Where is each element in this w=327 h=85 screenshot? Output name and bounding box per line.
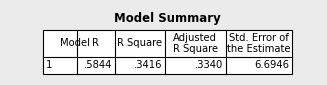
Text: Model Summary: Model Summary xyxy=(114,12,221,25)
Text: .3340: .3340 xyxy=(195,60,223,70)
Text: .5844: .5844 xyxy=(84,60,112,70)
Text: 6.6946: 6.6946 xyxy=(254,60,289,70)
Bar xyxy=(43,30,292,74)
Text: Adjusted
R Square: Adjusted R Square xyxy=(173,33,218,54)
Text: R: R xyxy=(93,38,99,48)
Text: 1: 1 xyxy=(46,60,52,70)
Text: Std. Error of
the Estimate: Std. Error of the Estimate xyxy=(227,33,290,54)
Text: R Square: R Square xyxy=(117,38,163,48)
Text: Model: Model xyxy=(60,38,90,48)
Text: .3416: .3416 xyxy=(134,60,162,70)
